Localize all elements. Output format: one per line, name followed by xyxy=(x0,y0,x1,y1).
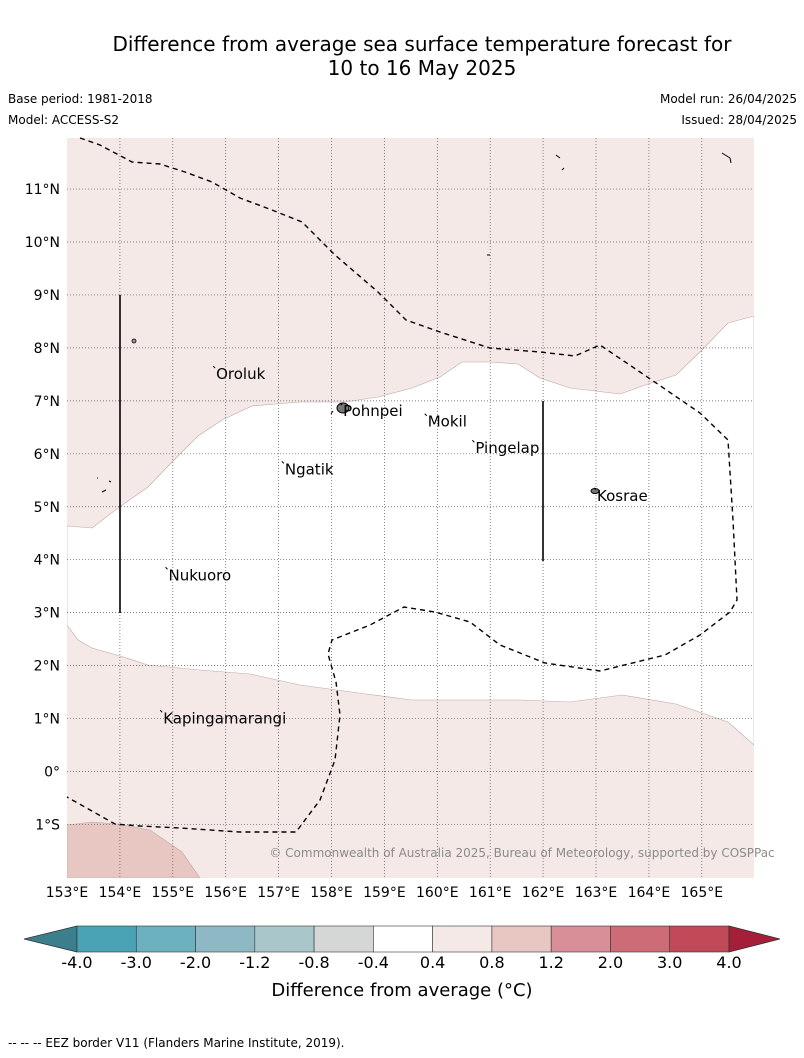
colorbar-bin xyxy=(195,925,256,953)
colorbar-bin xyxy=(610,925,671,953)
longitude-label: 157°E xyxy=(257,885,300,901)
stronger-warm-region xyxy=(67,821,201,878)
place-marker xyxy=(471,439,475,443)
place-label-kosrae: Kosrae xyxy=(597,487,648,505)
latitude-label: 7°N xyxy=(34,394,60,410)
longitude-label: 164°E xyxy=(628,885,671,901)
colorbar-bin xyxy=(373,925,433,953)
issued-date: Issued: 28/04/2025 xyxy=(681,113,797,127)
colorbar-bin xyxy=(135,925,196,953)
longitude-label: 161°E xyxy=(469,885,512,901)
longitude-label: 165°E xyxy=(681,885,724,901)
colorbar-tick-label: -0.8 xyxy=(298,953,330,972)
pohnpei-island xyxy=(336,402,350,414)
colorbar-tick-label: -3.0 xyxy=(120,953,152,972)
colorbar-bin xyxy=(669,925,730,953)
colorbar-bin xyxy=(313,925,374,953)
longitude-label: 159°E xyxy=(363,885,406,901)
latitude-label: 9°N xyxy=(34,288,60,304)
longitude-label: 160°E xyxy=(416,885,459,901)
colorbar-tick-label: -4.0 xyxy=(61,953,93,972)
colorbar-tick-label: 2.0 xyxy=(597,953,624,972)
colorbar-extend-high xyxy=(728,925,781,953)
place-label-mokil: Mokil xyxy=(428,413,467,431)
longitude-label: 154°E xyxy=(99,885,142,901)
latitude-label: 10°N xyxy=(25,235,60,251)
footnote: -- -- -- EEZ border V11 (Flanders Marine… xyxy=(8,1036,345,1050)
place-marker xyxy=(159,709,163,713)
copyright-notice: © Commonwealth of Australia 2025, Bureau… xyxy=(269,846,774,860)
colorbar-extend-low xyxy=(23,925,78,953)
colorbar xyxy=(23,925,781,953)
place-label-ngatik: Ngatik xyxy=(285,460,334,478)
place-marker xyxy=(593,487,597,491)
colorbar-tick-label: -2.0 xyxy=(179,953,212,972)
colorbar-tick-label: -0.4 xyxy=(357,953,389,972)
colorbar-label: Difference from average (°C) xyxy=(271,980,533,1001)
latitude-label: 6°N xyxy=(34,447,60,463)
colorbar-bin xyxy=(76,925,137,953)
colorbar-bin xyxy=(491,925,552,953)
longitude-label: 162°E xyxy=(522,885,565,901)
colorbar-bin xyxy=(550,925,611,953)
place-label-oroluk: Oroluk xyxy=(216,365,265,383)
place-label-pohnpei: Pohnpei xyxy=(343,402,403,420)
chart-title-line1: Difference from average sea surface temp… xyxy=(112,32,732,56)
longitude-label: 156°E xyxy=(204,885,247,901)
islet-west xyxy=(131,338,137,344)
place-labels: Oroluk Pohnpei Mokil Pingelap Ngatik Kosrae Nu… xyxy=(159,365,648,727)
longitude-label: 155°E xyxy=(152,885,195,901)
place-marker xyxy=(281,461,285,464)
latitude-label: 3°N xyxy=(34,606,60,622)
latitude-label: 2°N xyxy=(34,659,60,675)
place-marker xyxy=(165,566,168,570)
latitude-labels: 11°N 10°N 9°N 8°N 7°N 6°N 5°N 4°N 3°N 2°N 1°N 0° 1°S xyxy=(25,182,60,833)
model-name: Model: ACCESS-S2 xyxy=(8,113,120,127)
latitude-label: 5°N xyxy=(34,500,60,516)
place-marker xyxy=(339,402,343,406)
latitude-label: 0° xyxy=(44,765,60,781)
place-marker xyxy=(212,365,216,369)
latitude-label: 4°N xyxy=(34,553,60,569)
neutral-region xyxy=(67,315,754,746)
longitude-label: 158°E xyxy=(310,885,353,901)
longitude-labels: 153°E 154°E 155°E 156°E 157°E 158°E 159°E 160°E… xyxy=(46,885,723,901)
chart-title-line2: 10 to 16 May 2025 xyxy=(327,56,517,80)
colorbar-tick-label: 3.0 xyxy=(656,953,683,972)
latitude-label: 1°S xyxy=(35,817,60,833)
base-period: Base period: 1981-2018 xyxy=(8,92,153,106)
longitude-label: 153°E xyxy=(46,885,89,901)
longitude-label: 163°E xyxy=(575,885,618,901)
colorbar-bin xyxy=(254,925,315,953)
colorbar-tick-label: 4.0 xyxy=(716,953,742,972)
colorbar-tick-label: 0.4 xyxy=(419,953,446,972)
latitude-label: 1°N xyxy=(34,712,60,728)
colorbar-tick-label: 0.8 xyxy=(479,953,505,972)
map-area xyxy=(67,138,754,878)
small-islets xyxy=(97,152,732,493)
colorbar-tick-label: 1.2 xyxy=(538,953,564,972)
place-label-nukuoro: Nukuoro xyxy=(169,566,232,584)
latitude-label: 8°N xyxy=(34,341,60,357)
place-label-kapingamarangi: Kapingamarangi xyxy=(163,709,286,727)
colorbar-bin xyxy=(432,925,493,953)
colorbar-tick-label: -1.2 xyxy=(239,953,271,972)
place-marker xyxy=(424,413,428,417)
model-run: Model run: 26/04/2025 xyxy=(659,92,797,106)
place-label-pingelap: Pingelap xyxy=(475,439,539,457)
eez-border xyxy=(66,137,738,833)
latitude-label: 11°N xyxy=(25,182,60,198)
